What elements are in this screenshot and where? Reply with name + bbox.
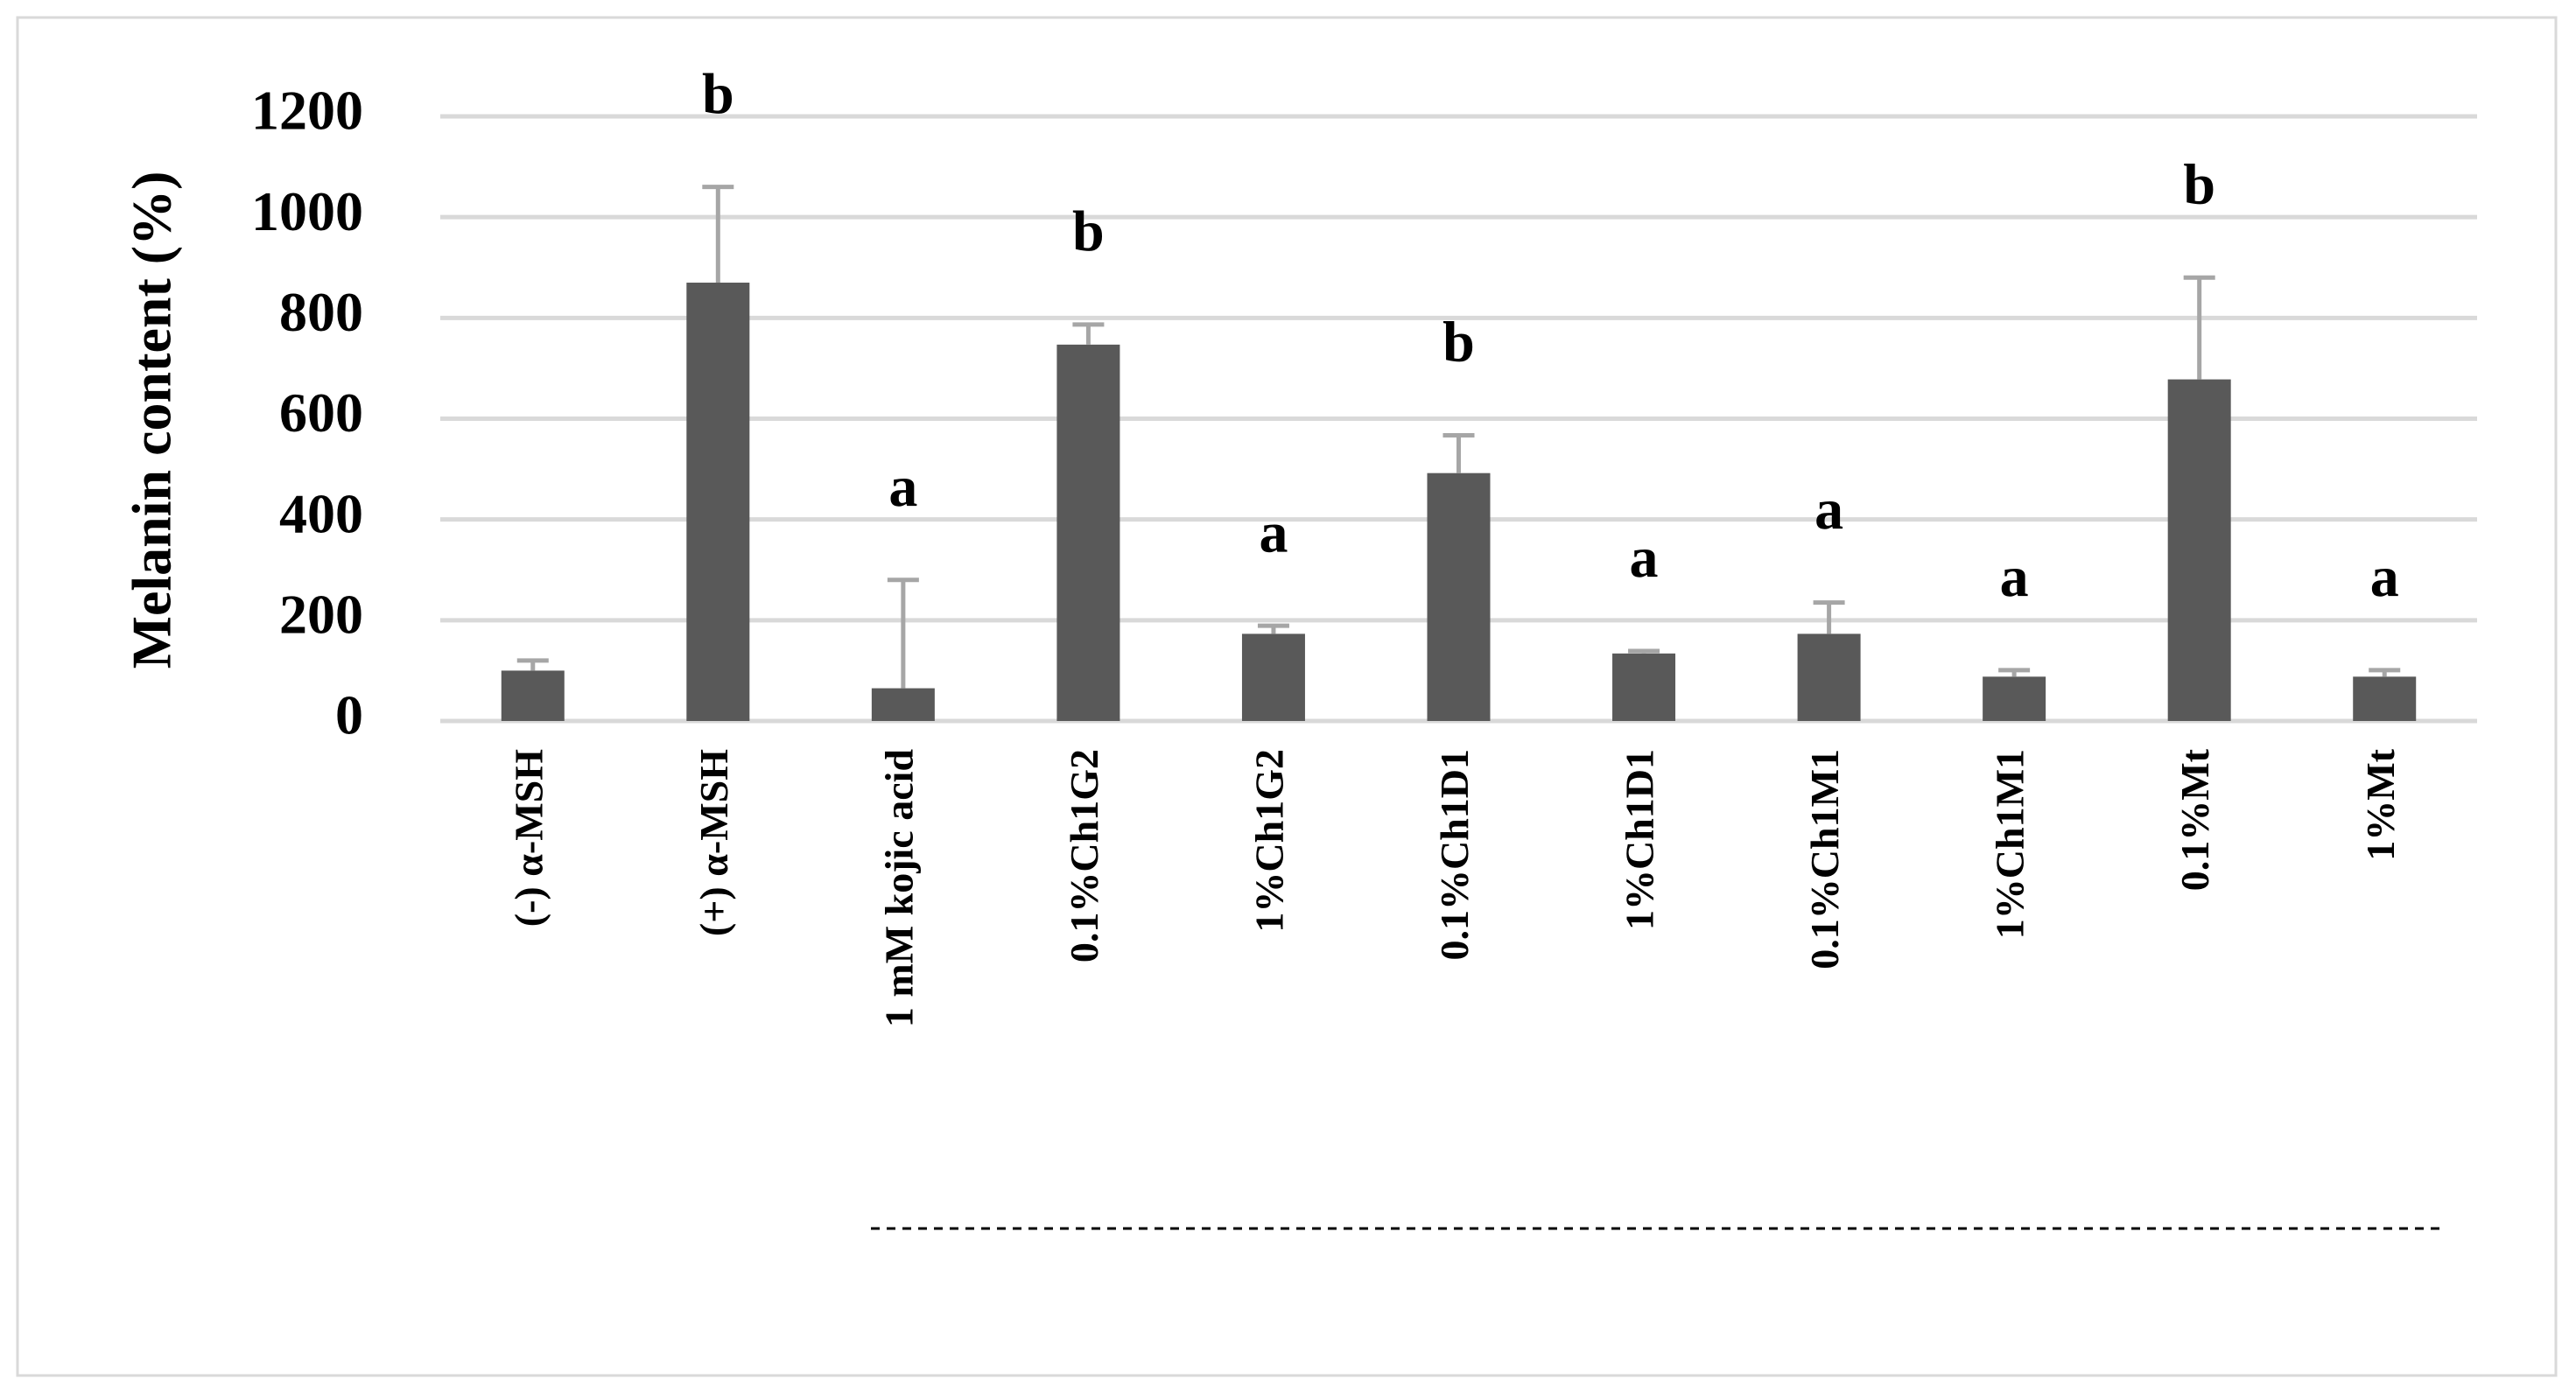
significance-letter: a xyxy=(2000,545,2029,609)
y-tick-label: 400 xyxy=(279,482,363,544)
bar xyxy=(501,670,565,721)
bar xyxy=(1612,653,1676,721)
y-tick-label: 600 xyxy=(279,382,363,444)
y-tick-label: 200 xyxy=(279,584,363,646)
bar xyxy=(2353,676,2417,721)
x-tick-label: 0.1%Ch1M1 xyxy=(1802,749,1847,970)
bar xyxy=(871,688,935,721)
x-tick-label: 0.1%Ch1D1 xyxy=(1432,749,1477,961)
significance-letter: b xyxy=(1072,200,1105,263)
bar xyxy=(1983,676,2046,721)
significance-letter: a xyxy=(1259,500,1288,564)
significance-letter: a xyxy=(2370,545,2399,609)
y-tick-label: 0 xyxy=(335,684,363,746)
significance-letter: a xyxy=(888,455,917,519)
y-tick-label: 1200 xyxy=(251,80,363,142)
bar xyxy=(2167,379,2231,721)
bar xyxy=(1056,344,1120,721)
x-tick-label: 1%Ch1D1 xyxy=(1618,749,1662,930)
x-tick-label: 0.1%Mt xyxy=(2172,748,2217,891)
x-tick-label: 1 mM kojic acid xyxy=(876,749,921,1028)
significance-letter: b xyxy=(1442,311,1475,374)
y-tick-label: 800 xyxy=(279,281,363,343)
bar xyxy=(1241,634,1305,721)
significance-letter: a xyxy=(1630,526,1659,590)
bar xyxy=(686,283,750,721)
significance-letter: b xyxy=(2183,152,2215,216)
x-tick-label: 1%Mt xyxy=(2358,748,2403,860)
bar xyxy=(1427,472,1491,721)
x-tick-label: 0.1%Ch1G2 xyxy=(1062,749,1106,962)
bar xyxy=(1797,634,1861,721)
x-tick-label: (-) α-MSH xyxy=(506,749,551,927)
x-tick-label: 1%Ch1M1 xyxy=(1988,749,2032,939)
significance-letter: a xyxy=(1814,478,1843,542)
y-axis-label: Melanin content (%) xyxy=(121,172,183,669)
x-tick-label: 1%Ch1G2 xyxy=(1247,749,1292,933)
y-tick-label: 1000 xyxy=(251,180,363,242)
significance-letter: b xyxy=(702,62,734,126)
x-tick-label: (+) α-MSH xyxy=(691,749,736,936)
